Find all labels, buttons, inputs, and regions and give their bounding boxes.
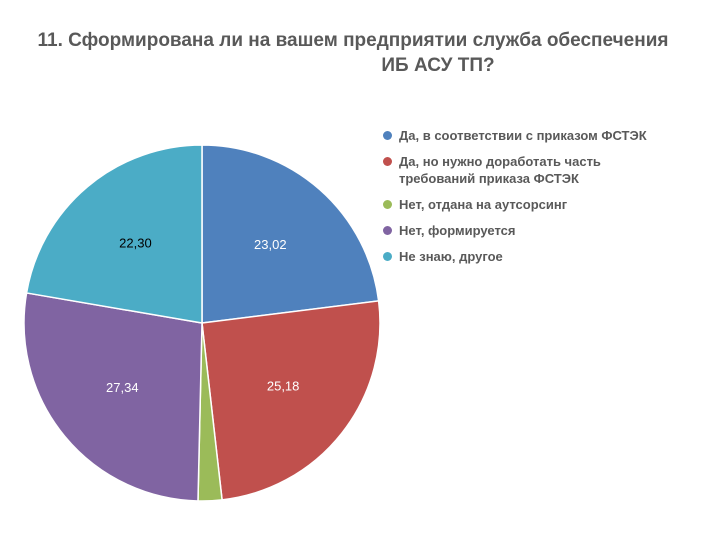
legend-label-3: Нет, отдана на аутсорсинг <box>399 197 568 212</box>
pie-slice-2 <box>201 300 381 501</box>
legend-item-1: Да, в соответствии с приказом ФСТЭК <box>383 127 683 144</box>
legend-marker-2 <box>383 157 392 166</box>
legend-label-1: Да, в соответствии с приказом ФСТЭК <box>399 128 647 143</box>
legend-item-3: Нет, отдана на аутсорсинг <box>383 196 683 213</box>
legend-marker-3 <box>383 200 392 209</box>
legend-label-4: Нет, формируется <box>399 223 516 238</box>
pie-slice-1 <box>201 144 380 324</box>
pie-data-label-2: 25,18 <box>267 378 300 393</box>
pie-slice-5 <box>25 144 203 324</box>
legend-item-2: Да, но нужно доработать часть требований… <box>383 153 683 187</box>
legend-item-4: Нет, формируется <box>383 222 683 239</box>
legend-marker-5 <box>383 252 392 261</box>
pie-data-label-5: 22,30 <box>119 236 152 251</box>
pie-slice-4 <box>23 292 203 502</box>
chart-legend: Да, в соответствии с приказом ФСТЭК Да, н… <box>383 127 683 274</box>
chart-title: 11. Сформирована ли на вашем предприятии… <box>0 28 706 78</box>
pie-data-label-4: 27,34 <box>106 380 139 395</box>
legend-item-5: Не знаю, другое <box>383 248 683 265</box>
legend-label-5: Не знаю, другое <box>399 249 503 264</box>
pie-data-label-1: 23,02 <box>254 237 287 252</box>
legend-marker-1 <box>383 131 392 140</box>
chart-title-line-2: ИБ АСУ ТП? <box>381 55 495 76</box>
legend-marker-4 <box>383 226 392 235</box>
pie-data-labels: 23,02 25,18 27,34 22,30 <box>106 236 299 396</box>
legend-label-2: Да, но нужно доработать часть требований… <box>399 154 601 186</box>
pie-slices <box>23 144 381 502</box>
chart-title-line-1: 11. Сформирована ли на вашем предприятии… <box>37 30 669 51</box>
